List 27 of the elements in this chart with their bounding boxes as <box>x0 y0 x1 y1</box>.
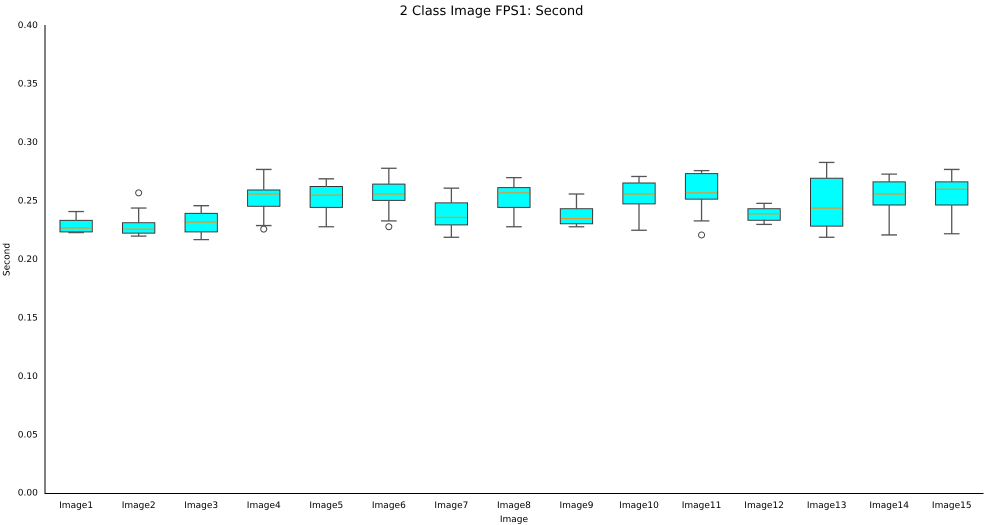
x-tick-label: Image15 <box>932 501 972 512</box>
x-tick-label: Image3 <box>184 501 218 512</box>
x-tick-label: Image4 <box>246 501 281 512</box>
x-tick-label: Image1 <box>59 501 94 512</box>
x-tick-label: Image13 <box>806 501 846 512</box>
y-tick-label: 0.05 <box>18 430 38 440</box>
y-tick-label: 0.10 <box>18 372 38 382</box>
x-tick-label: Image14 <box>869 501 910 512</box>
x-tick-label: Image2 <box>122 501 156 512</box>
x-tick-label: Image12 <box>744 501 784 512</box>
chart-title: 2 Class Image FPS1: Second <box>400 4 584 20</box>
y-tick-label: 0.00 <box>18 488 38 499</box>
y-tick-label: 0.30 <box>18 138 38 148</box>
y-tick-label: 0.40 <box>18 20 38 31</box>
x-tick-label: Image5 <box>309 501 344 512</box>
y-axis-title: Second <box>2 242 13 276</box>
y-tick-label: 0.20 <box>18 254 38 265</box>
x-tick-label: Image6 <box>372 501 406 512</box>
x-tick-label: Image10 <box>619 501 660 512</box>
y-tick-label: 0.35 <box>18 79 38 90</box>
y-tick-label: 0.25 <box>18 196 38 206</box>
x-tick-label: Image8 <box>496 501 532 512</box>
x-tick-label: Image9 <box>560 501 594 512</box>
x-axis-title: Image <box>500 514 528 525</box>
x-tick-label: Image7 <box>434 501 468 512</box>
y-tick-label: 0.15 <box>18 313 38 324</box>
x-tick-label: Image11 <box>682 501 722 512</box>
